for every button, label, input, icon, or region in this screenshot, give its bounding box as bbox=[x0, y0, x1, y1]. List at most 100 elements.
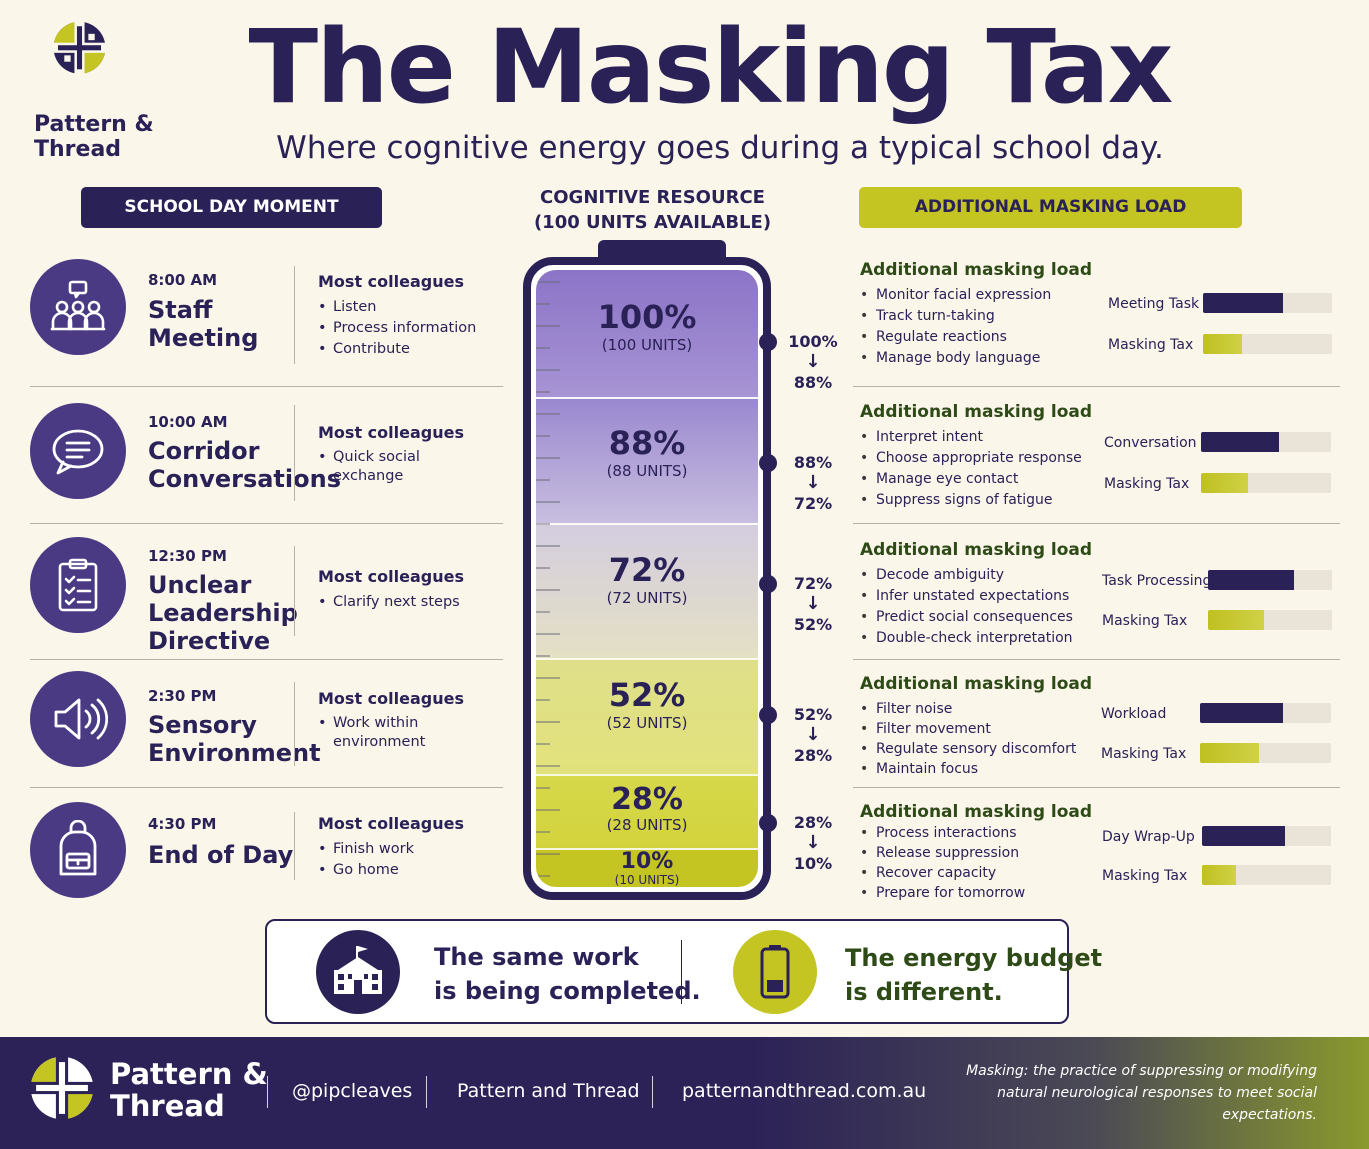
battery-level-segment: 88% (88 UNITS) bbox=[536, 397, 758, 523]
colleague-task: Contribute bbox=[318, 339, 483, 360]
page-title: The Masking Tax bbox=[248, 8, 1174, 127]
row-separator bbox=[30, 523, 503, 524]
colleagues-heading: Most colleagues bbox=[318, 689, 464, 708]
row-divider-vertical bbox=[294, 405, 295, 501]
same-work-line2: is being completed. bbox=[434, 977, 701, 1005]
row-separator bbox=[30, 386, 503, 387]
cognitive-resource-header-line1: COGNITIVE RESOURCE bbox=[540, 187, 765, 208]
energy-budget-line2: is different. bbox=[845, 978, 1003, 1006]
footer-separator bbox=[267, 1076, 268, 1108]
row-separator bbox=[853, 386, 1340, 387]
bar-label: Masking Tax bbox=[1104, 476, 1190, 492]
bar-label: Masking Tax bbox=[1108, 337, 1194, 353]
colleagues-heading: Most colleagues bbox=[318, 814, 464, 833]
battery-level-units: (10 UNITS) bbox=[614, 873, 680, 887]
battery-ticks bbox=[536, 281, 560, 877]
bar-fill bbox=[1200, 703, 1283, 723]
masking-load-list: Interpret intentChoose appropriate respo… bbox=[860, 427, 1100, 511]
battery-level-percent: 28% bbox=[611, 782, 683, 817]
colleagues-list: ListenProcess informationContribute bbox=[318, 297, 483, 360]
bar-label: Task Processing bbox=[1102, 573, 1212, 589]
transition-to: 28% bbox=[793, 746, 833, 765]
masking-load-heading: Additional masking load bbox=[860, 674, 1093, 694]
moment-title-line: Meeting bbox=[148, 324, 259, 352]
moment-title-line: Staff bbox=[148, 296, 213, 324]
footer-org: Pattern and Thread bbox=[457, 1080, 640, 1102]
bar-fill bbox=[1201, 432, 1279, 452]
masking-definition: Masking: the practice of suppressing or … bbox=[966, 1063, 1317, 1123]
bar-fill bbox=[1208, 610, 1264, 630]
battery-level-units: (100 UNITS) bbox=[601, 336, 693, 354]
battery: 100% (100 UNITS) 88% (88 UNITS) 72% (72 UNITS… bbox=[523, 257, 771, 900]
colleague-task: Work within environment bbox=[318, 714, 483, 752]
task-load-bar bbox=[1208, 570, 1332, 590]
page-subtitle: Where cognitive energy goes during a typ… bbox=[276, 130, 1164, 166]
battery-level-segment: 28% (28 UNITS) bbox=[536, 774, 758, 848]
bar-label: Masking Tax bbox=[1102, 613, 1188, 629]
footer-separator bbox=[426, 1076, 427, 1108]
transition-arrow: ↓ bbox=[805, 472, 821, 493]
task-load-bar bbox=[1200, 703, 1331, 723]
footer-website-link[interactable]: patternandthread.com.au bbox=[682, 1080, 927, 1102]
moment-title-line: Unclear bbox=[148, 571, 252, 599]
masking-load-list: Filter noiseFilter movementRegulate sens… bbox=[860, 699, 1100, 779]
footer-brand-line1: Pattern & bbox=[110, 1057, 268, 1091]
masking-load-item: Manage eye contact bbox=[860, 469, 1100, 490]
moment-time: 10:00 AM bbox=[148, 413, 228, 431]
masking-tax-bar bbox=[1201, 473, 1331, 493]
additional-masking-load-header: ADDITIONAL MASKING LOAD bbox=[859, 187, 1242, 228]
battery-level-percent: 100% bbox=[597, 298, 697, 336]
battery-level-units: (88 UNITS) bbox=[606, 462, 688, 480]
masking-tax-bar bbox=[1203, 334, 1332, 354]
masking-load-heading: Additional masking load bbox=[860, 402, 1093, 422]
moment-title-line: End of Day bbox=[148, 841, 294, 869]
task-load-bar bbox=[1203, 293, 1332, 313]
battery-level-percent: 10% bbox=[620, 849, 674, 874]
row-separator bbox=[30, 659, 503, 660]
speaker-icon bbox=[30, 671, 126, 767]
row-separator bbox=[853, 523, 1340, 524]
masking-tax-bar bbox=[1200, 743, 1331, 763]
moment-title-line: Conversations bbox=[148, 465, 341, 493]
footer-brand-line2: Thread bbox=[110, 1089, 225, 1123]
colleagues-list: Quick social exchange bbox=[318, 448, 483, 486]
colleague-task: Listen bbox=[318, 297, 483, 318]
battery-level-segment: 52% (52 UNITS) bbox=[536, 658, 758, 774]
battery-icon bbox=[733, 930, 817, 1014]
bar-fill bbox=[1201, 473, 1248, 493]
battery-level-segment: 100% (100 UNITS) bbox=[536, 270, 758, 397]
masking-load-item: Manage body language bbox=[860, 348, 1100, 369]
masking-load-item: Infer unstated expectations bbox=[860, 586, 1100, 607]
pattern-thread-logo-icon bbox=[52, 21, 107, 75]
masking-load-heading: Additional masking load bbox=[860, 802, 1093, 822]
masking-load-heading: Additional masking load bbox=[860, 540, 1093, 560]
colleagues-list: Clarify next steps bbox=[318, 592, 483, 613]
masking-load-item: Regulate sensory discomfort bbox=[860, 739, 1100, 759]
transition-to: 10% bbox=[793, 854, 833, 873]
bar-fill bbox=[1208, 570, 1294, 590]
battery-level-units: (72 UNITS) bbox=[606, 589, 688, 607]
task-load-bar bbox=[1202, 826, 1331, 846]
bar-fill bbox=[1202, 865, 1236, 885]
moment-title-line: Leadership bbox=[148, 599, 298, 627]
moment-title: Unclear Leadership Directive bbox=[148, 571, 298, 655]
energy-transition: 52% ↓ 28% bbox=[786, 704, 840, 766]
moment-time: 8:00 AM bbox=[148, 271, 218, 289]
footer-handle[interactable]: @pipcleaves bbox=[292, 1080, 413, 1102]
bar-label: Day Wrap-Up bbox=[1102, 829, 1195, 845]
moment-title-line: Environment bbox=[148, 739, 321, 767]
clipboard-icon bbox=[30, 537, 126, 633]
battery-level-segment: 72% (72 UNITS) bbox=[536, 523, 758, 658]
school-day-moment-header: SCHOOL DAY MOMENT bbox=[81, 187, 382, 228]
masking-load-list: Monitor facial expressionTrack turn-taki… bbox=[860, 285, 1100, 369]
colleagues-heading: Most colleagues bbox=[318, 567, 464, 586]
energy-transition: 100% ↓ 88% bbox=[786, 331, 840, 393]
bar-fill bbox=[1203, 293, 1283, 313]
row-separator bbox=[853, 659, 1340, 660]
energy-budget-line1: The energy budget bbox=[845, 944, 1103, 972]
brand-name-line1: Pattern & bbox=[34, 112, 154, 137]
battery-level-segment: 10% (10 UNITS) bbox=[536, 848, 758, 887]
masking-load-item: Maintain focus bbox=[860, 759, 1100, 779]
masking-load-item: Filter movement bbox=[860, 719, 1100, 739]
battery-level-units: (52 UNITS) bbox=[606, 714, 688, 732]
